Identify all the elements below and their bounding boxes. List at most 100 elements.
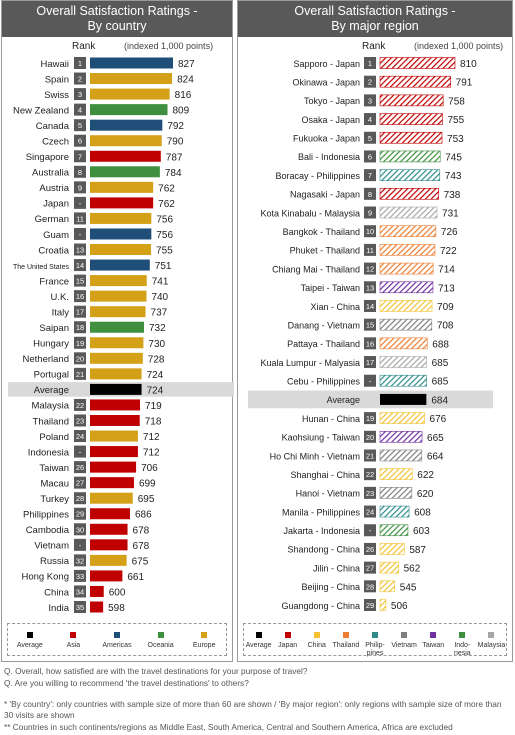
region-value-label: 622 (417, 470, 434, 481)
country-unit-note: (indexed 1,000 points) (124, 41, 214, 51)
country-rank-label: 34 (76, 587, 84, 596)
region-value-label: 726 (441, 227, 458, 238)
region-category-label: Shandong - China (287, 545, 360, 555)
country-value-label: 598 (108, 603, 125, 614)
region-bar (379, 94, 444, 107)
region-chart-title: Overall Satisfaction Ratings - By major … (238, 1, 512, 37)
region-rank-box (364, 449, 376, 462)
country-legend-swatch (26, 632, 33, 638)
country-bar (90, 554, 127, 566)
country-rank-box (74, 88, 86, 101)
region-value-label: 688 (432, 339, 449, 350)
country-legend-item: Americas (95, 632, 139, 650)
region-category-label: Taipei - Taiwan (301, 283, 360, 293)
region-category-label: Average (327, 395, 360, 405)
region-value-label: 665 (427, 433, 444, 444)
region-rank-header: Rank (362, 41, 386, 52)
region-legend-swatch (430, 632, 437, 638)
country-legend-item: Average (8, 632, 52, 650)
region-bar (379, 487, 413, 499)
country-rank-box (74, 523, 86, 536)
region-rank-box (364, 75, 376, 88)
country-rank-box (74, 134, 86, 147)
country-value-label: 661 (127, 572, 144, 583)
country-rank-box (74, 554, 86, 567)
country-rank-label: 33 (76, 572, 84, 581)
region-category-label: Sapporo - Japan (293, 59, 360, 69)
footnote-1: * 'By country': only countries with samp… (4, 699, 502, 720)
country-bar (90, 461, 137, 473)
country-category-label: Japan (43, 199, 69, 210)
region-legend-item: Average (244, 632, 273, 650)
region-bar (379, 468, 413, 480)
region-legend-swatch (284, 632, 291, 638)
region-rank-box (364, 561, 376, 574)
region-bar (379, 113, 443, 125)
region-bar (379, 281, 434, 294)
country-value-label: 741 (152, 277, 169, 288)
region-category-label: Bali - Indonesia (298, 152, 360, 162)
region-rank-label: 9 (368, 209, 372, 218)
country-rank-box (74, 72, 86, 85)
country-rank-label: 20 (76, 354, 84, 363)
region-value-label: 753 (447, 134, 464, 145)
region-legend-swatch (342, 632, 349, 638)
country-value-label: 809 (173, 106, 190, 117)
country-category-label: Macau (40, 478, 69, 489)
country-legend: Average Asia Americas Oceania Europe (7, 623, 227, 656)
country-legend-swatch (70, 632, 77, 638)
country-category-label: New Zealand (13, 105, 69, 116)
country-bar (90, 228, 152, 240)
country-chart-title-line1: Overall Satisfaction Ratings - (36, 4, 198, 18)
region-bar (379, 244, 436, 256)
country-value-label: 792 (167, 121, 184, 132)
region-rank-box (364, 225, 376, 238)
country-bar (90, 181, 154, 193)
region-category-label: Shanghai - China (290, 470, 360, 480)
region-legend-swatch (255, 632, 262, 638)
country-rank-box (74, 538, 86, 551)
region-legend-label: Taiwan (422, 642, 445, 649)
country-chart-panel: Overall Satisfaction Ratings - By countr… (1, 0, 234, 662)
region-rank-box (364, 486, 376, 499)
region-rank-label: 17 (366, 358, 374, 367)
region-category-label: Cebu - Philippines (287, 377, 361, 387)
country-value-label: 719 (145, 401, 162, 412)
country-bar (90, 337, 144, 349)
region-rank-box (364, 468, 376, 481)
region-rank-label: 13 (366, 283, 374, 292)
region-value-label: 714 (438, 265, 455, 276)
region-legend-label: Japan (278, 642, 298, 649)
country-value-label: 827 (178, 59, 195, 70)
region-unit-note: (indexed 1,000 points) (414, 41, 504, 51)
region-rank-box (364, 505, 376, 518)
region-bar (379, 561, 399, 574)
region-rank-label: 2 (368, 78, 372, 87)
region-legend-label: Average (245, 642, 272, 649)
region-rank-box (364, 94, 376, 107)
country-category-label: Cambodia (26, 525, 70, 536)
region-chart-subtitle: By major region (331, 19, 419, 33)
region-value-label: 713 (438, 283, 455, 294)
region-value-label: 758 (448, 96, 465, 107)
country-rank-box (74, 367, 86, 380)
region-rank-label: 28 (366, 582, 374, 591)
region-value-label: 709 (437, 302, 454, 313)
country-rank-label: 18 (76, 323, 84, 332)
country-rank-label: 2 (78, 75, 82, 84)
country-rank-label: - (79, 230, 82, 239)
region-value-label: 745 (445, 152, 462, 163)
region-legend-swatch (313, 632, 320, 638)
country-rank-label: 3 (78, 90, 82, 99)
region-value-label: 810 (460, 59, 477, 70)
country-rank-label: 29 (76, 510, 84, 519)
country-bar (90, 523, 128, 535)
country-value-label: 724 (147, 370, 164, 381)
country-bar (90, 492, 133, 504)
region-category-label: Ho Chi Minh - Vietnam (270, 451, 360, 461)
country-bar (90, 414, 140, 426)
country-bar (90, 601, 104, 613)
country-rank-label: 26 (76, 463, 84, 472)
country-rank-box (74, 243, 86, 256)
